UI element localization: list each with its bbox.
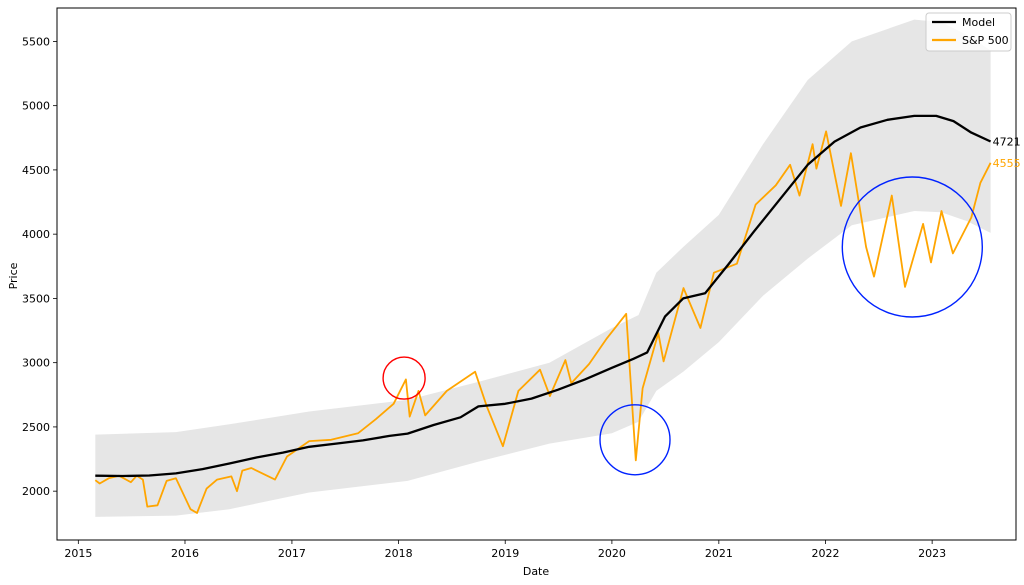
x-tick-label: 2015 — [64, 547, 92, 560]
end-label-sp500: 4555 — [993, 157, 1021, 170]
y-tick-label: 2000 — [22, 485, 50, 498]
series-line-model — [95, 114, 992, 478]
x-tick-label: 2021 — [705, 547, 733, 560]
annotation-circle-1 — [382, 356, 426, 400]
y-tick-label: 3500 — [22, 292, 50, 305]
y-tick-label: 2500 — [22, 421, 50, 434]
series-layer — [94, 114, 992, 514]
confidence-band-layer — [95, 19, 991, 517]
x-tick-label: 2017 — [278, 547, 306, 560]
x-tick-label: 2020 — [598, 547, 626, 560]
end-label-model: 4721 — [993, 136, 1021, 149]
y-tick-label: 4500 — [22, 164, 50, 177]
x-tick-label: 2018 — [385, 547, 413, 560]
x-axis-title: Date — [523, 565, 550, 578]
x-tick-label: 2019 — [491, 547, 519, 560]
x-tick-label: 2016 — [171, 547, 199, 560]
x-tick-label: 2022 — [811, 547, 839, 560]
x-tick-label: 2023 — [918, 547, 946, 560]
legend-sp500-label: S&P 500 — [962, 34, 1009, 47]
confidence-band — [95, 19, 991, 517]
annotation-circle-3 — [841, 176, 983, 318]
annotation-circle-2 — [599, 404, 671, 476]
end-labels: 4721 4555 — [993, 136, 1021, 170]
plot-frame — [56, 7, 1017, 541]
y-tick-label: 5000 — [22, 100, 50, 113]
y-tick-label: 3000 — [22, 357, 50, 370]
y-axis: 2000 2500 3000 3500 4000 4500 5000 5500 — [22, 35, 57, 498]
y-axis-title: Price — [7, 262, 20, 289]
legend-model-label: Model — [962, 16, 995, 29]
annotation-layer — [382, 176, 983, 476]
series-line-s-p-500 — [94, 130, 992, 514]
legend: Model S&P 500 — [925, 12, 1012, 52]
x-axis: 2015 2016 2017 2018 2019 2020 2021 2022 2023 — [64, 540, 946, 560]
y-tick-label: 4000 — [22, 228, 50, 241]
y-tick-label: 5500 — [22, 35, 50, 48]
